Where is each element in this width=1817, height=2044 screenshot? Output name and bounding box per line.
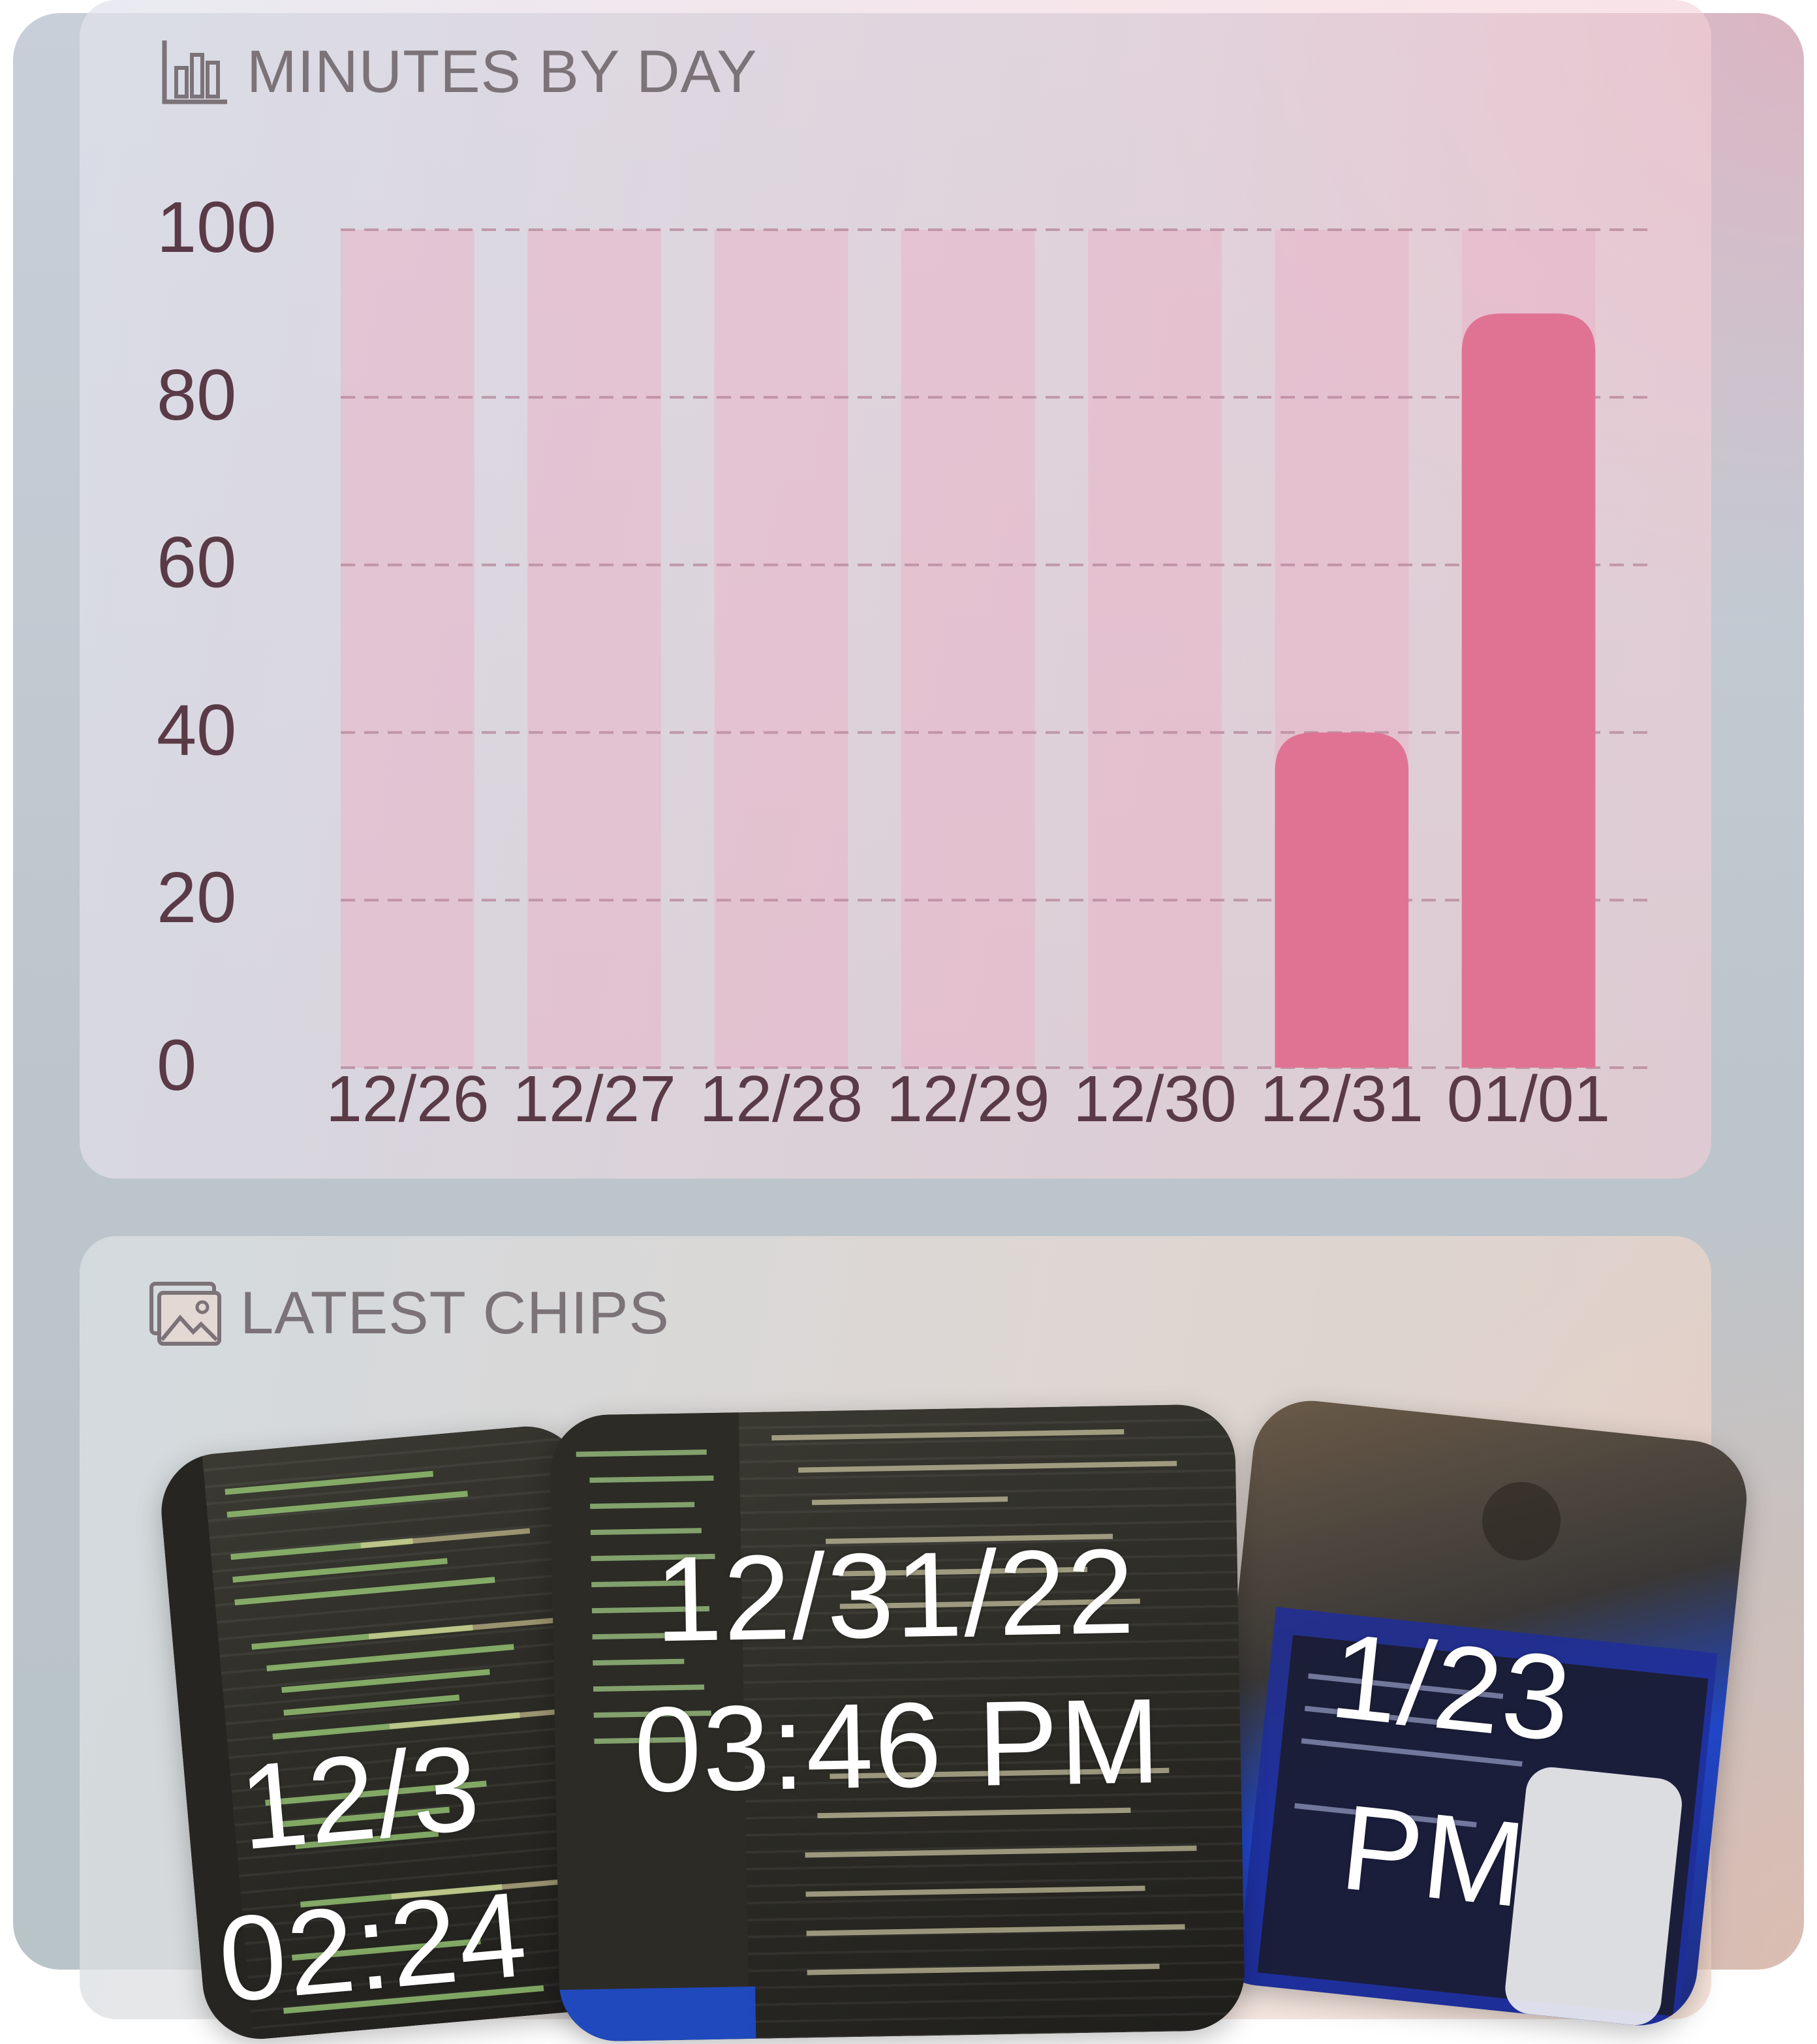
image-gallery-icon bbox=[149, 1281, 221, 1346]
laptop-photo-image bbox=[1236, 1481, 1718, 2030]
y-tick-label: 100 bbox=[157, 187, 277, 268]
chip-photo-card[interactable]: 1/23 PM bbox=[1198, 1395, 1752, 2032]
x-tick-label: 12/29 bbox=[886, 1062, 1049, 1136]
minutes-by-day-chart: 0 20 40 60 80 100 12/26 12/27 12/28 12/29 12/30 12/… bbox=[157, 187, 1649, 1136]
x-tick-label: 12/31 bbox=[1260, 1062, 1423, 1136]
x-tick-label: 12/30 bbox=[1073, 1062, 1236, 1136]
y-tick-label: 40 bbox=[157, 690, 236, 770]
chip-photo-card[interactable]: 12/31/22 03:46 PM bbox=[549, 1403, 1246, 2043]
y-tick-label: 20 bbox=[157, 858, 236, 938]
bar-12-31[interactable] bbox=[1275, 732, 1409, 1068]
x-tick-label: 12/26 bbox=[326, 1062, 489, 1136]
y-tick-label: 0 bbox=[157, 1025, 196, 1106]
bar-track bbox=[901, 230, 1035, 1068]
x-tick-label: 12/28 bbox=[700, 1062, 863, 1136]
y-tick-label: 80 bbox=[157, 355, 236, 435]
chips-card-header: LATEST CHIPS bbox=[148, 1279, 670, 1348]
bar-track bbox=[1088, 230, 1222, 1068]
bar-01-01[interactable] bbox=[1461, 313, 1596, 1068]
minutes-card-title: MINUTES BY DAY bbox=[247, 38, 758, 105]
y-tick-label: 60 bbox=[157, 523, 236, 603]
x-tick-label: 12/27 bbox=[513, 1062, 676, 1136]
bar-track bbox=[714, 230, 848, 1068]
x-tick-label: 01/01 bbox=[1447, 1062, 1610, 1136]
code-screenshot-image bbox=[157, 1454, 587, 2044]
chips-card-title: LATEST CHIPS bbox=[240, 1280, 670, 1346]
chip-photo-card[interactable]: 12/3 02:24 bbox=[157, 1421, 630, 2044]
chip-date: 12/31/22 bbox=[653, 1524, 1137, 1667]
bar-chart-icon bbox=[162, 40, 227, 104]
chip-time: 03:46 PM bbox=[632, 1673, 1163, 1818]
minutes-card-header: MINUTES BY DAY bbox=[159, 37, 758, 107]
bar-track bbox=[527, 230, 661, 1068]
bar-track bbox=[341, 230, 474, 1068]
